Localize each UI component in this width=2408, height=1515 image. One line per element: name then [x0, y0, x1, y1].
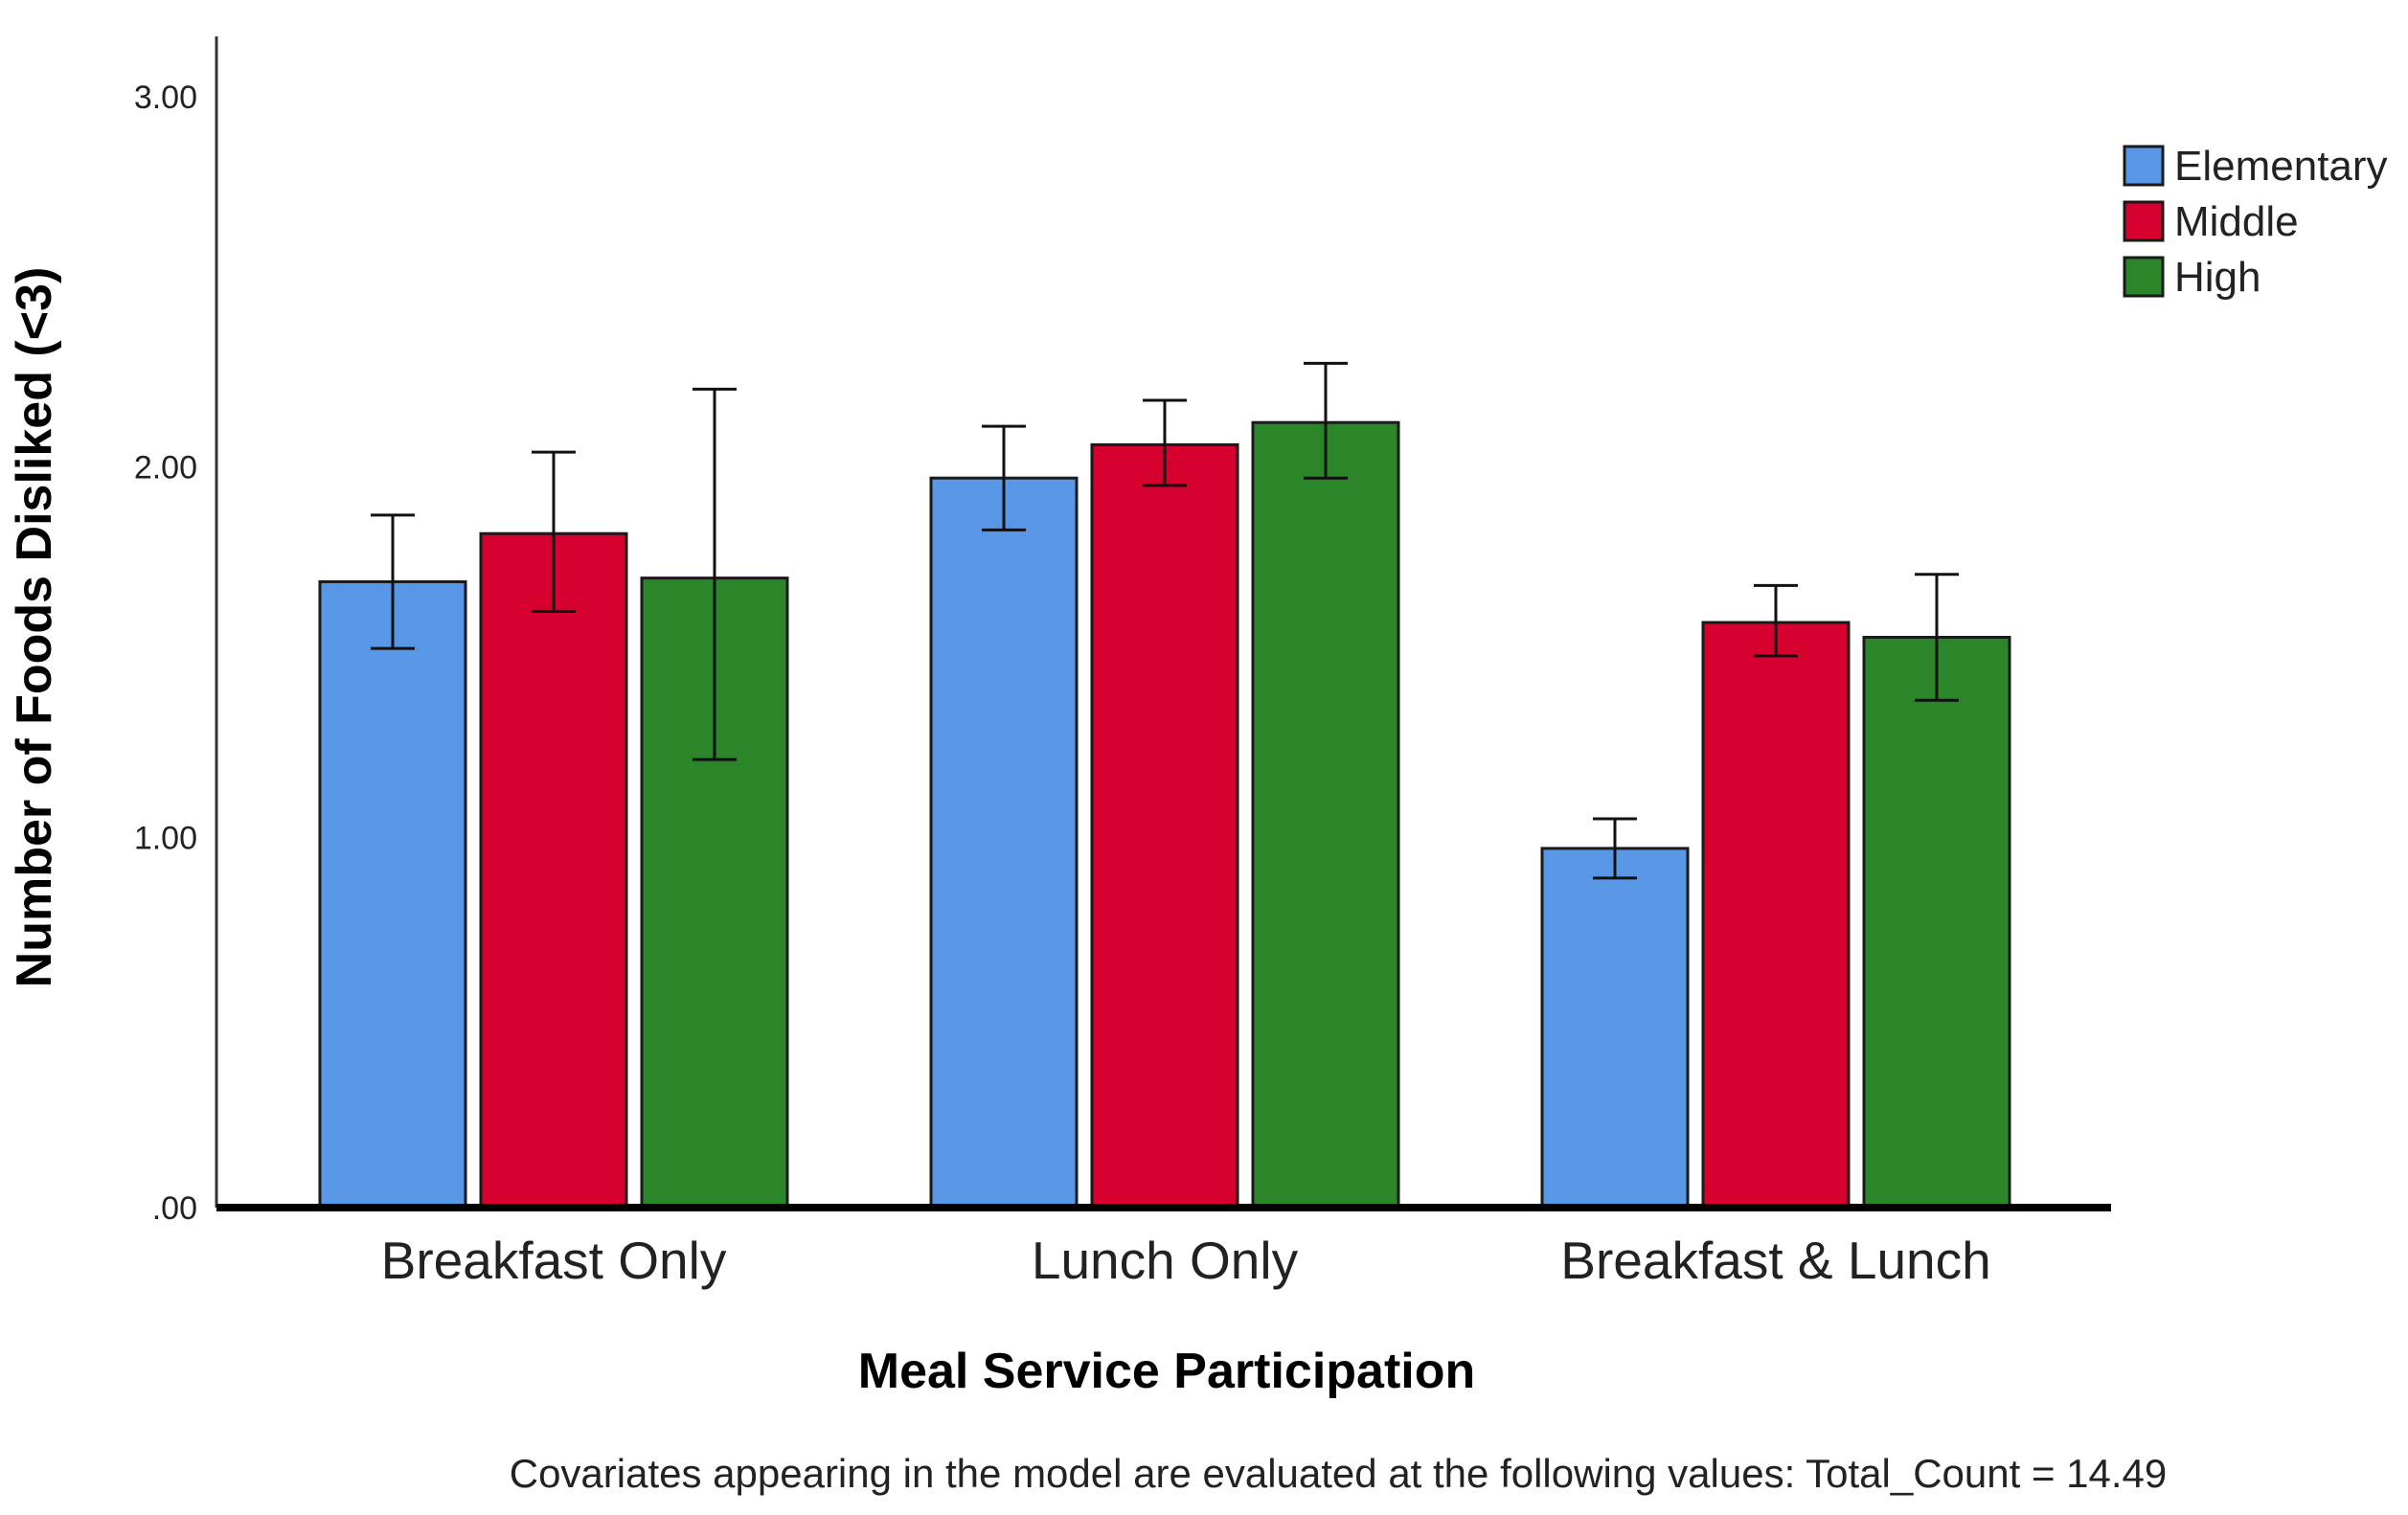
- legend-swatch: [2123, 145, 2165, 187]
- bar-high-1: [1251, 420, 1400, 1210]
- error-bar-elementary-1: [982, 424, 1026, 531]
- legend-swatch: [2123, 200, 2165, 242]
- error-bar-elementary-0: [371, 513, 415, 650]
- error-bars: [371, 361, 1959, 880]
- legend-label: Elementary: [2174, 143, 2388, 190]
- error-bar-elementary-2: [1593, 817, 1637, 880]
- bar-elementary-0: [318, 579, 467, 1210]
- error-bar-high-0: [693, 387, 737, 761]
- legend-label: Middle: [2174, 198, 2299, 245]
- bar-middle-2: [1701, 621, 1851, 1210]
- bar-elementary-1: [929, 476, 1079, 1210]
- y-tick-label: .00: [152, 1190, 197, 1227]
- bar-middle-1: [1090, 442, 1239, 1210]
- x-category-label: Breakfast & Lunch: [1560, 1231, 1990, 1290]
- bar-middle-0: [479, 531, 628, 1210]
- bar-elementary-2: [1540, 847, 1690, 1210]
- legend-item-elementary: Elementary: [2123, 143, 2388, 190]
- x-axis-title: Meal Service Participation: [858, 1344, 1476, 1399]
- legend-label: High: [2174, 254, 2261, 301]
- legend-swatch: [2123, 256, 2165, 298]
- error-bar-middle-1: [1143, 398, 1187, 487]
- covariate-note: Covariates appearing in the model are ev…: [510, 1451, 2168, 1496]
- y-tick-label: 2.00: [134, 450, 197, 486]
- legend: Elementary Middle High: [2123, 143, 2388, 301]
- error-bar-middle-0: [532, 450, 576, 613]
- error-bar-middle-2: [1754, 583, 1798, 658]
- error-bar-high-2: [1915, 573, 1959, 702]
- x-category-label: Breakfast Only: [381, 1231, 727, 1290]
- x-axis: Breakfast Only Lunch Only Breakfast & Lunc…: [216, 1204, 2111, 1290]
- bars: [318, 420, 2011, 1210]
- y-axis: .00 1.00 2.00 3.00: [134, 36, 218, 1227]
- bar-high-2: [1862, 635, 2011, 1210]
- y-tick-label: 1.00: [134, 820, 197, 856]
- error-bar-high-1: [1304, 361, 1348, 480]
- legend-item-middle: Middle: [2123, 198, 2299, 245]
- legend-item-high: High: [2123, 254, 2261, 301]
- y-axis-title: Number of Foods Disliked (<3): [7, 267, 62, 988]
- y-tick-label: 3.00: [134, 79, 197, 116]
- x-category-label: Lunch Only: [1032, 1231, 1299, 1290]
